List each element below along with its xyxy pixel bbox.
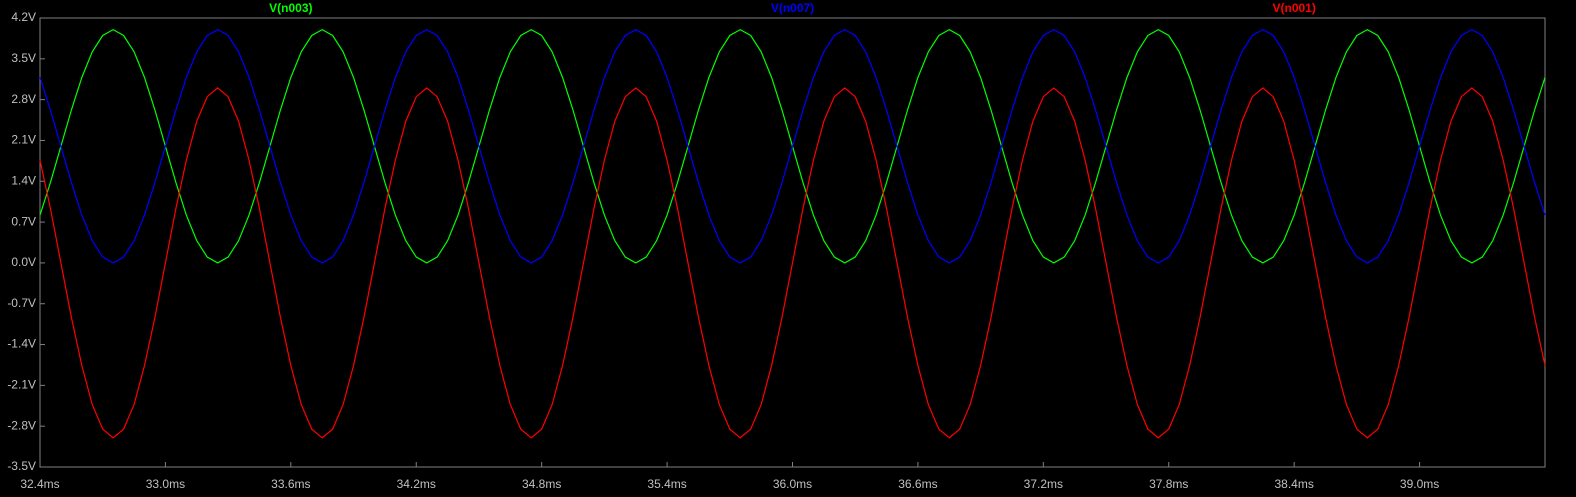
y-tick-label: 2.1V	[11, 133, 36, 147]
x-tick-label: 36.0ms	[773, 477, 812, 491]
x-tick-label: 33.6ms	[271, 477, 310, 491]
y-tick-label: -2.8V	[7, 418, 36, 432]
x-tick-label: 32.4ms	[20, 477, 59, 491]
x-tick-label: 39.0ms	[1400, 477, 1439, 491]
x-tick-label: 35.4ms	[647, 477, 686, 491]
series-line	[39, 87, 1546, 439]
y-tick-label: 3.5V	[11, 51, 36, 65]
x-tick-label: 34.8ms	[522, 477, 561, 491]
y-tick-label: 0.7V	[11, 214, 36, 228]
x-tick-label: 37.2ms	[1024, 477, 1063, 491]
y-tick-label: -1.4V	[7, 337, 36, 351]
legend-label: V(n001)	[1272, 1, 1315, 15]
y-tick-label: 2.8V	[11, 92, 36, 106]
y-tick-label: 4.2V	[11, 10, 36, 24]
y-tick-label: 1.4V	[11, 173, 36, 187]
x-tick-label: 33.0ms	[146, 477, 185, 491]
legend-label: V(n007)	[771, 1, 814, 15]
y-tick-label: 0.0V	[11, 255, 36, 269]
y-tick-label: -2.1V	[7, 378, 36, 392]
x-tick-label: 37.8ms	[1149, 477, 1188, 491]
x-tick-label: 36.6ms	[898, 477, 937, 491]
x-tick-label: 38.4ms	[1274, 477, 1313, 491]
legend-label: V(n003)	[269, 1, 312, 15]
series-line	[39, 28, 1546, 264]
x-tick-label: 34.2ms	[397, 477, 436, 491]
y-tick-label: -3.5V	[7, 459, 36, 473]
y-tick-label: -0.7V	[7, 296, 36, 310]
